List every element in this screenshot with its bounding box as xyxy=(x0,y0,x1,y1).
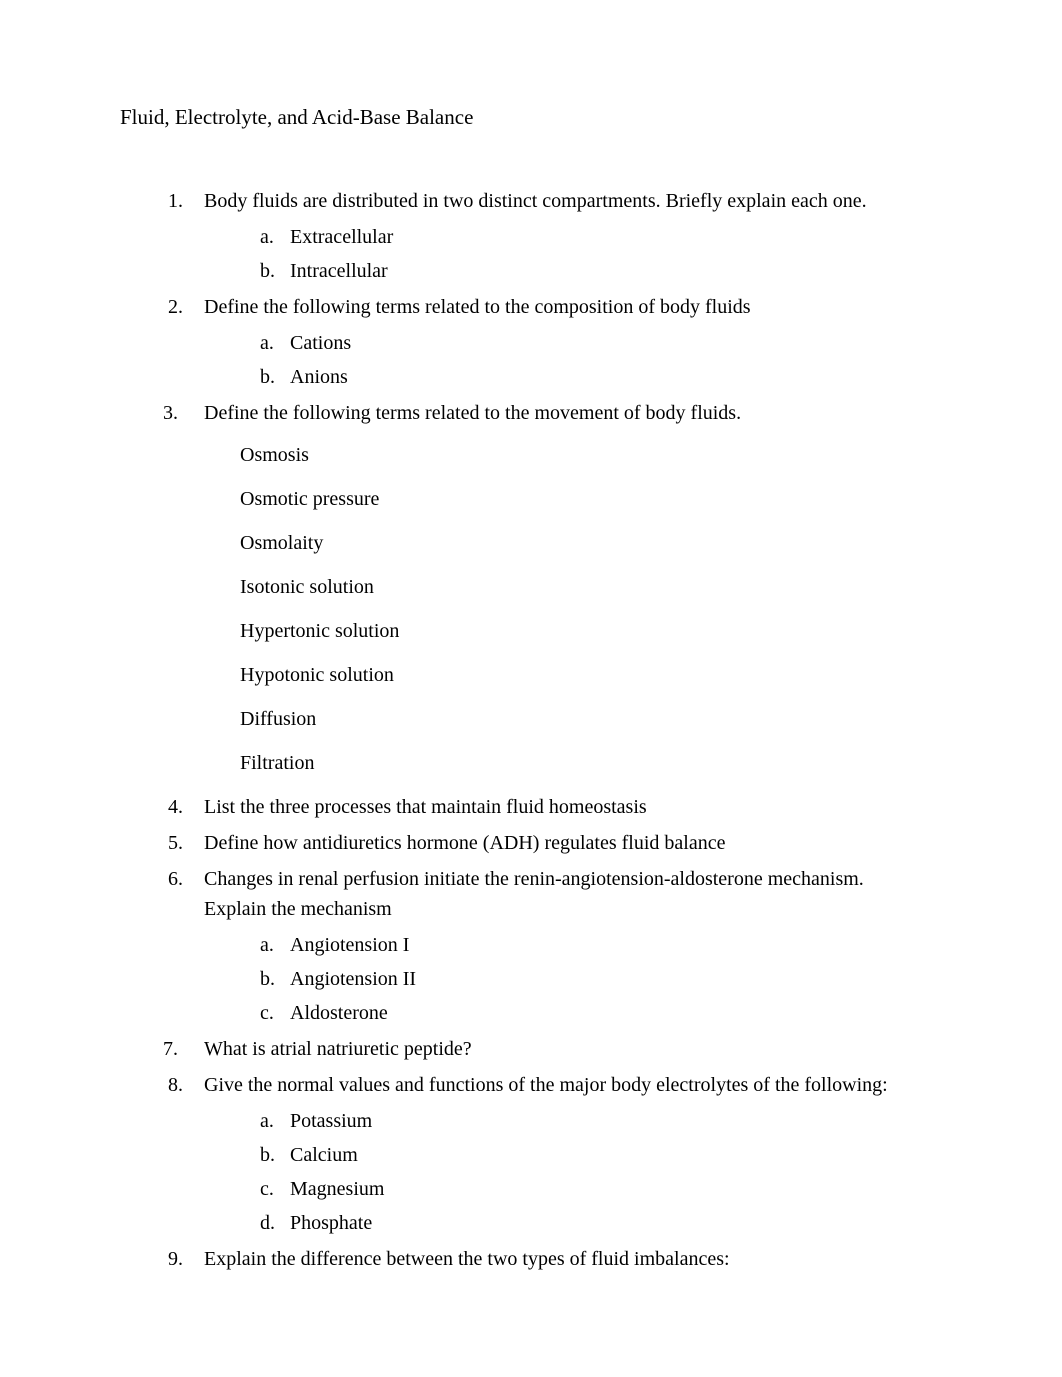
term-diffusion: Diffusion xyxy=(240,704,942,734)
term-hypotonic: Hypotonic solution xyxy=(240,660,942,690)
question-3: Define the following terms related to th… xyxy=(168,398,942,778)
question-8-text: Give the normal values and functions of … xyxy=(204,1074,888,1096)
question-1: Body fluids are distributed in two disti… xyxy=(168,186,942,286)
term-isotonic: Isotonic solution xyxy=(240,572,942,602)
question-8-sublist: Potassium Calcium Magnesium Phosphate xyxy=(204,1106,942,1238)
question-1-b: Intracellular xyxy=(260,256,942,286)
question-8: Give the normal values and functions of … xyxy=(168,1070,942,1238)
question-8-b: Calcium xyxy=(260,1140,942,1170)
term-osmolaity: Osmolaity xyxy=(240,528,942,558)
question-6-b: Angiotension II xyxy=(260,964,942,994)
question-1-a: Extracellular xyxy=(260,222,942,252)
question-2-sublist: Cations Anions xyxy=(204,328,942,392)
question-2-b: Anions xyxy=(260,362,942,392)
question-4: List the three processes that maintain f… xyxy=(168,792,942,822)
question-4-text: List the three processes that maintain f… xyxy=(204,796,647,818)
question-8-d: Phosphate xyxy=(260,1208,942,1238)
question-5: Define how antidiuretics hormone (ADH) r… xyxy=(168,828,942,858)
question-2-a: Cations xyxy=(260,328,942,358)
question-1-text: Body fluids are distributed in two disti… xyxy=(204,190,867,212)
question-6-continuation: Explain the mechanism xyxy=(204,894,942,924)
question-6-sublist: Angiotension I Angiotension II Aldostero… xyxy=(204,930,942,1028)
question-9: Explain the difference between the two t… xyxy=(168,1244,942,1274)
question-8-a: Potassium xyxy=(260,1106,942,1136)
question-8-c: Magnesium xyxy=(260,1174,942,1204)
document-title: Fluid, Electrolyte, and Acid-Base Balanc… xyxy=(120,105,942,130)
question-6-text: Changes in renal perfusion initiate the … xyxy=(204,868,864,890)
question-7-text: What is atrial natriuretic peptide? xyxy=(204,1038,472,1060)
question-1-sublist: Extracellular Intracellular xyxy=(204,222,942,286)
question-9-text: Explain the difference between the two t… xyxy=(204,1248,730,1270)
question-6-a: Angiotension I xyxy=(260,930,942,960)
term-osmotic-pressure: Osmotic pressure xyxy=(240,484,942,514)
question-list: Body fluids are distributed in two disti… xyxy=(120,186,942,1274)
term-hypertonic: Hypertonic solution xyxy=(240,616,942,646)
question-2: Define the following terms related to th… xyxy=(168,292,942,392)
question-2-text: Define the following terms related to th… xyxy=(204,296,751,318)
question-6-c: Aldosterone xyxy=(260,998,942,1028)
term-osmosis: Osmosis xyxy=(240,440,942,470)
question-3-terms: Osmosis Osmotic pressure Osmolaity Isoto… xyxy=(204,440,942,778)
question-5-text: Define how antidiuretics hormone (ADH) r… xyxy=(204,832,725,854)
question-3-text: Define the following terms related to th… xyxy=(204,402,741,424)
term-filtration: Filtration xyxy=(240,748,942,778)
question-7: What is atrial natriuretic peptide? xyxy=(168,1034,942,1064)
question-6: Changes in renal perfusion initiate the … xyxy=(168,864,942,1028)
